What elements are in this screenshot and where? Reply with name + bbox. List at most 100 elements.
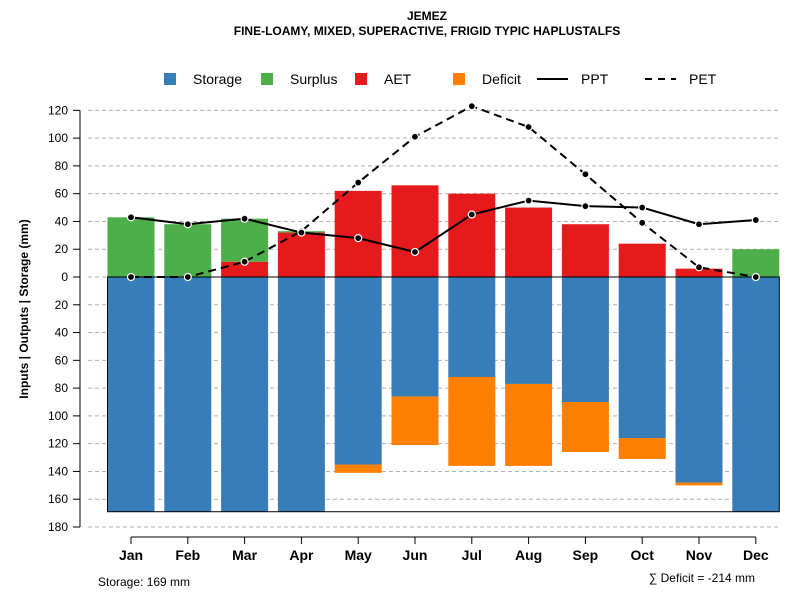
pet-point	[240, 257, 249, 266]
ppt-point	[581, 202, 590, 211]
pet-point	[524, 122, 533, 132]
deficit-bar	[448, 377, 496, 466]
y-tick-label: 100	[48, 409, 68, 423]
ppt-point	[751, 215, 760, 225]
aet-bar	[448, 193, 496, 277]
aet-bar	[334, 190, 382, 277]
x-tick-label: Feb	[175, 547, 200, 563]
legend-swatch	[355, 73, 367, 85]
storage-bar	[164, 277, 212, 512]
surplus-bar	[221, 218, 269, 262]
y-tick-label: 180	[48, 520, 68, 534]
pet-point	[126, 272, 136, 282]
pet-point	[751, 272, 760, 282]
aet-bar	[391, 185, 439, 277]
surplus-bar	[164, 224, 212, 277]
ppt-point	[297, 228, 306, 237]
ppt-point	[524, 196, 533, 205]
pet-point	[694, 263, 704, 272]
ppt-point	[240, 214, 249, 223]
storage-bar	[561, 277, 609, 403]
deficit-bar	[334, 464, 382, 473]
ppt-point	[638, 203, 647, 212]
storage-bar	[732, 277, 780, 512]
storage-bar	[221, 277, 269, 512]
x-tick-label: Jul	[462, 547, 482, 563]
storage-annotation: Storage: 169 mm	[98, 575, 190, 589]
deficit-bar	[561, 402, 609, 453]
y-tick-label: 80	[55, 159, 69, 173]
y-tick-label: 80	[55, 381, 69, 395]
storage-bar	[391, 277, 439, 397]
storage-bar	[334, 277, 382, 465]
storage-bar	[618, 277, 666, 439]
storage-bar	[505, 277, 553, 384]
surplus-bar	[107, 217, 155, 277]
aet-bar	[675, 268, 723, 277]
y-tick-label: 100	[48, 131, 68, 145]
legend-label: Storage	[193, 71, 242, 87]
y-tick-label: 20	[55, 242, 69, 256]
chart-legend: Storage Surplus AET Deficit PPT PET	[164, 71, 717, 87]
y-tick-label: 160	[48, 492, 68, 506]
x-tick-label: Mar	[232, 547, 257, 563]
ppt-point	[126, 213, 136, 222]
surplus-bar	[732, 249, 780, 277]
legend-label: Deficit	[482, 71, 521, 87]
axes: 120 100 80 60 40 20 0 20 40 60 80 100 120 140 160 180 Ja…	[48, 103, 769, 563]
y-tick-label: 60	[55, 353, 69, 367]
ppt-line	[130, 199, 756, 254]
x-tick-label: Nov	[686, 547, 713, 563]
storage-bar	[107, 277, 155, 512]
pet-point	[467, 102, 476, 111]
deficit-annotation: ∑ Deficit = -214 mm	[649, 571, 755, 585]
aet-bar	[505, 207, 553, 277]
x-tick-label: Jan	[119, 547, 143, 563]
line-series	[126, 102, 760, 282]
pet-point	[410, 132, 420, 141]
legend-swatch	[453, 73, 465, 85]
pet-point	[183, 272, 192, 282]
ppt-point	[183, 220, 192, 229]
y-tick-label: 40	[55, 326, 69, 340]
x-tick-label: Dec	[743, 547, 769, 563]
y-tick-label: 40	[55, 214, 69, 228]
legend-label: PPT	[581, 71, 609, 87]
legend-label: PET	[689, 71, 717, 87]
pet-point	[354, 178, 363, 187]
y-tick-label: 120	[48, 103, 68, 117]
legend-swatch	[261, 73, 273, 85]
chart-subtitle: FINE-LOAMY, MIXED, SUPERACTIVE, FRIGID T…	[234, 24, 620, 38]
legend-label: Surplus	[290, 71, 337, 87]
deficit-bar	[675, 482, 723, 486]
ppt-point	[694, 220, 704, 229]
deficit-bar	[391, 396, 439, 446]
storage-bar	[277, 277, 325, 512]
y-tick-label: 120	[48, 437, 68, 451]
legend-label: AET	[384, 71, 412, 87]
storage-bar	[675, 277, 723, 483]
pet-point	[638, 218, 647, 227]
x-tick-label: Jun	[403, 547, 428, 563]
pet-point	[581, 170, 590, 179]
pet-line	[131, 105, 756, 278]
deficit-bar	[618, 438, 666, 459]
legend-swatch	[164, 73, 176, 85]
deficit-bar	[505, 383, 553, 466]
aet-bar	[618, 243, 666, 277]
x-tick-label: Aug	[515, 547, 542, 563]
y-tick-label: 60	[55, 187, 69, 201]
x-tick-label: Sep	[573, 547, 599, 563]
y-tick-label: 140	[48, 464, 68, 478]
ppt-point	[410, 247, 420, 257]
chart-title: JEMEZ	[407, 9, 447, 23]
y-tick-label: 0	[61, 270, 68, 284]
y-axis-label: Inputs | Outputs | Storage (mm)	[17, 219, 31, 398]
ppt-point	[354, 234, 363, 243]
y-tick-label: 20	[55, 298, 69, 312]
ppt-point	[467, 210, 476, 219]
aet-bar	[221, 261, 269, 277]
x-tick-label: Oct	[631, 547, 655, 563]
storage-bar	[448, 277, 496, 378]
x-tick-label: Apr	[289, 547, 314, 563]
